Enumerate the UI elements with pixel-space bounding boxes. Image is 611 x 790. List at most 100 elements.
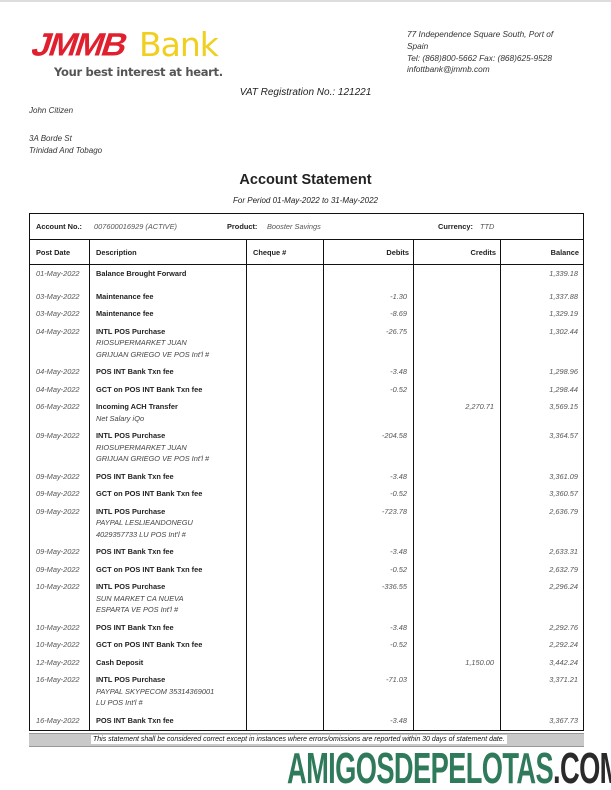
- debit: -3.48: [390, 715, 407, 725]
- post-date: 09-May-2022: [36, 431, 80, 440]
- credit: 1,150.00: [465, 657, 494, 667]
- description-detail: SUN MARKET CA NUEVA: [96, 593, 184, 603]
- description-title: INTL POS Purchase: [96, 506, 166, 516]
- customer-name: John Citizen: [29, 106, 74, 115]
- table-row: 12-May-2022 1,150.00 3,442.24 Cash Deposit: [30, 654, 583, 672]
- page-title: Account Statement: [239, 172, 372, 188]
- debit: -26.75: [386, 326, 407, 336]
- watermark-dark: .COM: [553, 744, 611, 790]
- table-row: 06-May-2022 2,270.71 3,569.15 Incoming ACH …: [30, 398, 583, 427]
- description: POS INT Bank Txn fee: [96, 546, 244, 558]
- table-row: 10-May-2022 -336.55 2,296.24 INTL POS Purch…: [30, 578, 583, 619]
- description: GCT on POS INT Bank Txn fee: [96, 384, 244, 396]
- balance: 1,329.19: [549, 309, 578, 318]
- currency-label: Currency:: [438, 222, 473, 231]
- post-date: 10-May-2022: [36, 582, 80, 591]
- description-detail: Net Salary iQo: [96, 413, 145, 423]
- debit: -0.52: [390, 384, 407, 394]
- post-date: 09-May-2022: [36, 564, 80, 574]
- address-line: Trinidad And Tobago: [29, 146, 103, 155]
- address-line: 77 Independence Square South, Port of: [407, 29, 554, 39]
- description-detail: GRIJUAN GRIEGO VE POS Int'l #: [96, 454, 210, 463]
- description-detail: LU POS Int'l #: [96, 698, 143, 707]
- description: INTL POS Purchase RIOSUPERMARKET JUAN GRIJ…: [96, 430, 244, 465]
- table-row: 16-May-2022 -3.48 3,367.73 POS INT Bank Txn…: [30, 712, 583, 730]
- header-credits: Credits: [413, 240, 500, 264]
- address-line: 3A Borde St: [29, 134, 72, 143]
- balance: 1,298.96: [549, 367, 578, 376]
- table-row: 09-May-2022 -3.48 2,633.31 POS INT Bank Txn…: [30, 543, 583, 561]
- description-title: INTL POS Purchase: [96, 582, 166, 591]
- description-title: INTL POS Purchase: [96, 431, 166, 440]
- post-date: 12-May-2022: [36, 657, 80, 667]
- table-row: 10-May-2022 -3.48 2,292.76 POS INT Bank Txn…: [30, 619, 583, 637]
- debit: -723.78: [381, 506, 407, 516]
- vat-registration: VAT Registration No.: 121221: [239, 87, 372, 98]
- description: GCT on POS INT Bank Txn fee: [96, 564, 244, 576]
- account-no: 007600016929 (ACTIVE): [94, 222, 177, 231]
- credit: 2,270.71: [465, 402, 494, 411]
- debit: -3.48: [390, 471, 407, 481]
- balance: 3,371.21: [549, 675, 578, 684]
- description: Maintenance fee: [96, 308, 244, 320]
- description-detail: RIOSUPERMARKET JUAN: [96, 442, 187, 452]
- table-row: 09-May-2022 -3.48 3,361.09 POS INT Bank Txn…: [30, 468, 583, 486]
- debit: -3.48: [390, 367, 407, 376]
- description-detail: RIOSUPERMARKET JUAN: [96, 338, 187, 347]
- description-title: Balance Brought Forward: [96, 269, 187, 278]
- table-row: 10-May-2022 -0.52 2,292.24 GCT on POS INT B…: [30, 636, 583, 654]
- header-description: Description: [89, 240, 246, 264]
- description-title: POS INT Bank Txn fee: [96, 367, 174, 376]
- balance: 3,360.57: [549, 489, 578, 498]
- divider: [413, 263, 414, 730]
- description-detail: ESPARTA VE POS Int'l #: [96, 605, 179, 614]
- description-title: POS INT Bank Txn fee: [96, 715, 174, 725]
- balance: 1,339.18: [549, 269, 578, 278]
- transactions-body: 01-May-2022 1,339.18 Balance Brought Forwa…: [30, 263, 583, 730]
- balance: 2,292.24: [549, 640, 578, 649]
- watermark: AMIGOSDEPELOTAS.COM: [287, 747, 611, 790]
- balance: 2,636.79: [549, 506, 578, 516]
- balance: 3,361.09: [549, 471, 578, 481]
- post-date: 03-May-2022: [36, 291, 80, 301]
- table-row: 16-May-2022 -71.03 3,371.21 INTL POS Purcha…: [30, 671, 583, 712]
- description: POS INT Bank Txn fee: [96, 622, 244, 634]
- post-date: 06-May-2022: [36, 402, 80, 411]
- description-title: INTL POS Purchase: [96, 675, 166, 684]
- post-date: 09-May-2022: [36, 471, 80, 481]
- description: INTL POS Purchase PAYPAL LESLIEANDONEGU 40…: [96, 506, 244, 541]
- balance: 3,569.15: [549, 402, 578, 411]
- debit: -71.03: [386, 675, 407, 684]
- post-date: 04-May-2022: [36, 367, 80, 376]
- description: POS INT Bank Txn fee: [96, 715, 244, 727]
- table-row: 09-May-2022 -723.78 2,636.79 INTL POS Purch…: [30, 503, 583, 544]
- column-header-row: Post Date Description Cheque # Debits Cr…: [30, 240, 583, 265]
- description-title: Incoming ACH Transfer: [96, 402, 178, 411]
- debit: -0.52: [390, 489, 407, 498]
- description-title: POS INT Bank Txn fee: [96, 471, 174, 481]
- description-title: Maintenance fee: [96, 309, 154, 318]
- description-detail: PAYPAL SKYPECOM 35314369001: [96, 686, 215, 696]
- description-detail: 4029357733 LU POS Int'l #: [96, 529, 186, 539]
- post-date: 10-May-2022: [36, 640, 80, 649]
- debit: -3.48: [390, 622, 407, 632]
- product: Booster Savings: [267, 222, 321, 231]
- post-date: 01-May-2022: [36, 269, 80, 278]
- logo-bank: Bank: [139, 25, 219, 64]
- description: Maintenance fee: [96, 291, 244, 303]
- statement-period: For Period 01-May-2022 to 31-May-2022: [233, 196, 378, 205]
- debit: -336.55: [381, 582, 407, 591]
- post-date: 09-May-2022: [36, 506, 80, 516]
- divider: [89, 263, 90, 730]
- table-row: 09-May-2022 -0.52 3,360.57 GCT on POS INT B…: [30, 485, 583, 503]
- balance: 1,298.44: [549, 384, 578, 394]
- phone-fax: Tel: (868)800-5662 Fax: (868)625-9528: [407, 52, 552, 63]
- header-post-date: Post Date: [36, 248, 71, 257]
- customer-address: 3A Borde St Trinidad And Tobago: [29, 133, 102, 157]
- table-row: 01-May-2022 1,339.18 Balance Brought Forwa…: [30, 263, 583, 288]
- balance: 3,367.73: [549, 715, 578, 725]
- description-title: GCT on POS INT Bank Txn fee: [96, 640, 203, 649]
- description: GCT on POS INT Bank Txn fee: [96, 639, 244, 651]
- balance: 3,364.57: [549, 431, 578, 440]
- balance: 2,296.24: [549, 582, 578, 591]
